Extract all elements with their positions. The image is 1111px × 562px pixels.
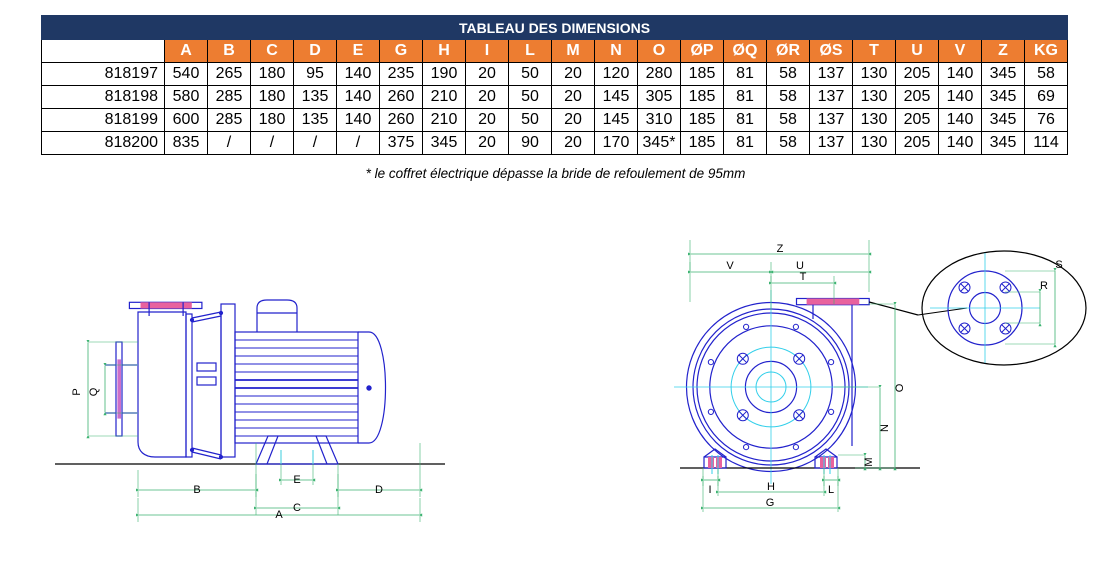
svg-text:V: V	[726, 260, 734, 272]
svg-text:S: S	[1055, 259, 1062, 271]
svg-text:G: G	[766, 497, 775, 509]
svg-text:H: H	[767, 481, 775, 493]
svg-text:N: N	[879, 424, 891, 432]
svg-text:I: I	[708, 484, 711, 496]
svg-text:O: O	[894, 383, 906, 392]
svg-text:M: M	[863, 457, 875, 466]
svg-text:Z: Z	[777, 243, 784, 255]
svg-text:T: T	[800, 271, 807, 283]
svg-text:R: R	[1040, 280, 1048, 292]
svg-text:L: L	[828, 484, 834, 496]
